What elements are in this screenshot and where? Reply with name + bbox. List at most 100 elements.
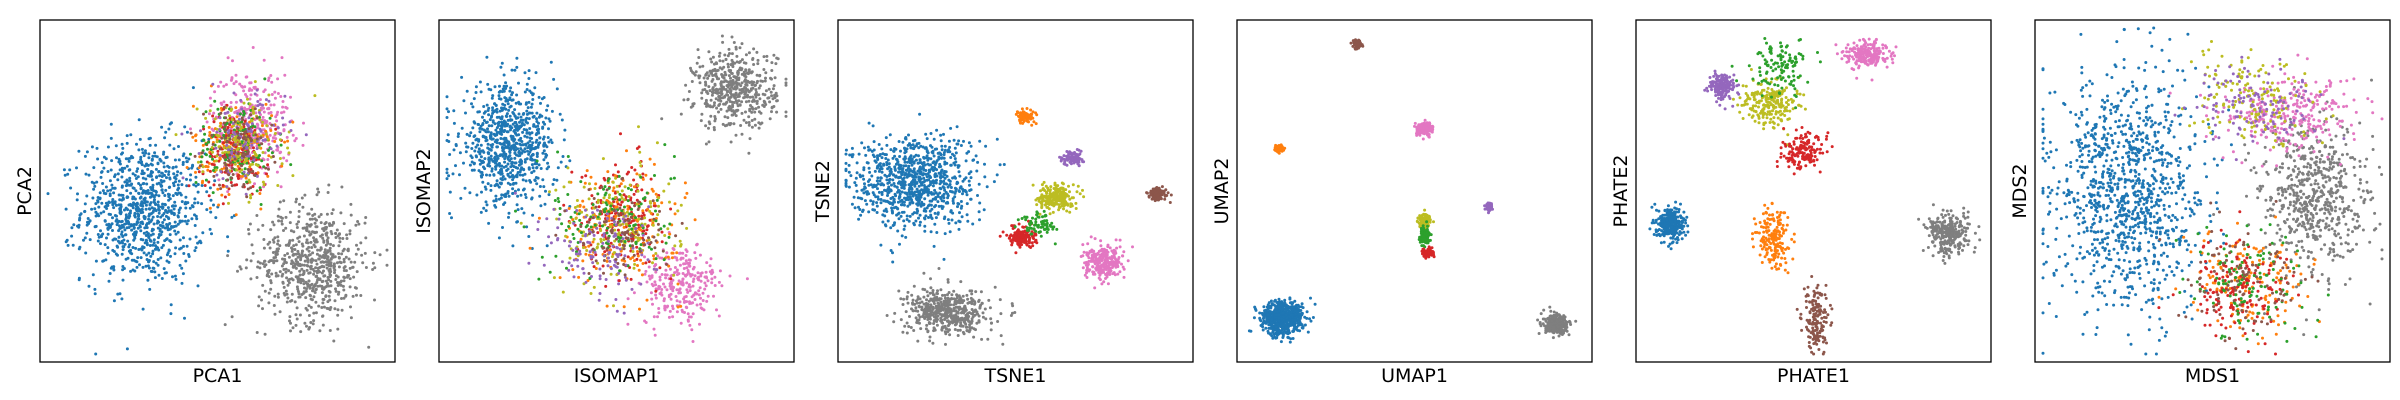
scatter-point [333, 255, 337, 259]
scatter-point [165, 237, 169, 241]
scatter-point [341, 237, 345, 240]
scatter-point [144, 177, 148, 181]
scatter-point [281, 123, 285, 127]
scatter-point [201, 179, 205, 183]
scatter-point [215, 127, 219, 131]
scatter-point [164, 271, 168, 275]
scatter-point [769, 90, 773, 94]
scatter-point [258, 266, 262, 270]
scatter-point [269, 279, 273, 283]
scatter-point [278, 132, 282, 136]
scatter-point [481, 160, 485, 164]
scatter-point [707, 120, 711, 124]
scatter-point [601, 264, 605, 268]
scatter-point [772, 53, 776, 57]
scatter-point [267, 107, 271, 111]
scatter-point [734, 85, 737, 89]
scatter-point [725, 93, 729, 97]
scatter-point [342, 288, 346, 292]
scatter-point [693, 73, 697, 77]
scatter-point [100, 161, 104, 165]
scatter-point [70, 234, 74, 238]
scatter-point [326, 282, 329, 285]
scatter-point [313, 231, 317, 235]
scatter-point [179, 246, 183, 250]
scatter-point [666, 255, 670, 259]
scatter-point [679, 321, 683, 325]
scatter-point [502, 73, 506, 77]
scatter-point [201, 170, 205, 174]
scatter-point [221, 151, 225, 155]
scatter-point [289, 95, 292, 99]
scatter-point [761, 103, 765, 107]
scatter-point [596, 242, 600, 246]
scatter-point [450, 216, 453, 220]
scatter-point [342, 222, 346, 226]
scatter-point [267, 79, 270, 82]
scatter-point [226, 150, 230, 154]
scatter-point [588, 250, 592, 254]
scatter-point [750, 83, 754, 87]
scatter-point [169, 312, 173, 316]
scatter-point [308, 217, 312, 221]
scatter-point [72, 223, 76, 227]
scatter-point [140, 248, 144, 252]
scatter-point [348, 266, 352, 270]
scatter-point [222, 100, 226, 104]
scatter-point [567, 225, 571, 228]
scatter-point [256, 171, 260, 175]
scatter-point [215, 166, 219, 170]
scatter-point [78, 218, 81, 222]
scatter-point [727, 74, 731, 78]
scatter-point [527, 235, 531, 238]
scatter-point [544, 116, 548, 120]
scatter-point [340, 297, 343, 300]
scatter-point [564, 228, 568, 232]
scatter-point [124, 233, 128, 237]
scatter-point [166, 192, 170, 196]
scatter-point [106, 145, 110, 149]
scatter-point [349, 213, 353, 217]
scatter-point [588, 182, 591, 186]
scatter-point [584, 174, 588, 178]
scatter-point [493, 85, 497, 89]
scatter-point [323, 250, 327, 254]
scatter-point [576, 227, 580, 231]
scatter-point [123, 228, 127, 232]
scatter-point [127, 226, 131, 229]
scatter-point [584, 215, 588, 219]
scatter-point [281, 105, 285, 109]
scatter-point [271, 155, 275, 158]
scatter-point [764, 89, 768, 93]
scatter-point [339, 283, 343, 287]
scatter-point [210, 162, 214, 166]
scatter-point [212, 174, 216, 178]
scatter-point [446, 133, 450, 137]
scatter-point [294, 243, 298, 247]
scatter-point [725, 79, 728, 83]
scatter-point [176, 222, 180, 226]
scatter-point [191, 135, 195, 139]
scatter-point [643, 216, 647, 220]
scatter-point [236, 164, 240, 168]
scatter-point [116, 292, 120, 296]
scatter-point [218, 116, 222, 120]
scatter-point [111, 203, 115, 207]
scatter-point [75, 166, 78, 170]
scatter-point [291, 133, 295, 137]
scatter-point [447, 110, 450, 114]
scatter-point [94, 225, 98, 228]
scatter-point [637, 204, 641, 208]
scatter-point [146, 174, 150, 178]
scatter-point [163, 202, 167, 206]
scatter-point [108, 194, 112, 198]
scatter-point [127, 245, 131, 249]
scatter-point [506, 157, 510, 161]
scatter-point [462, 99, 466, 103]
scatter-point [497, 162, 501, 166]
scatter-point [770, 61, 774, 65]
scatter-point [92, 187, 96, 191]
scatter-point [526, 141, 530, 145]
scatter-point [630, 287, 634, 291]
scatter-point [337, 244, 341, 248]
